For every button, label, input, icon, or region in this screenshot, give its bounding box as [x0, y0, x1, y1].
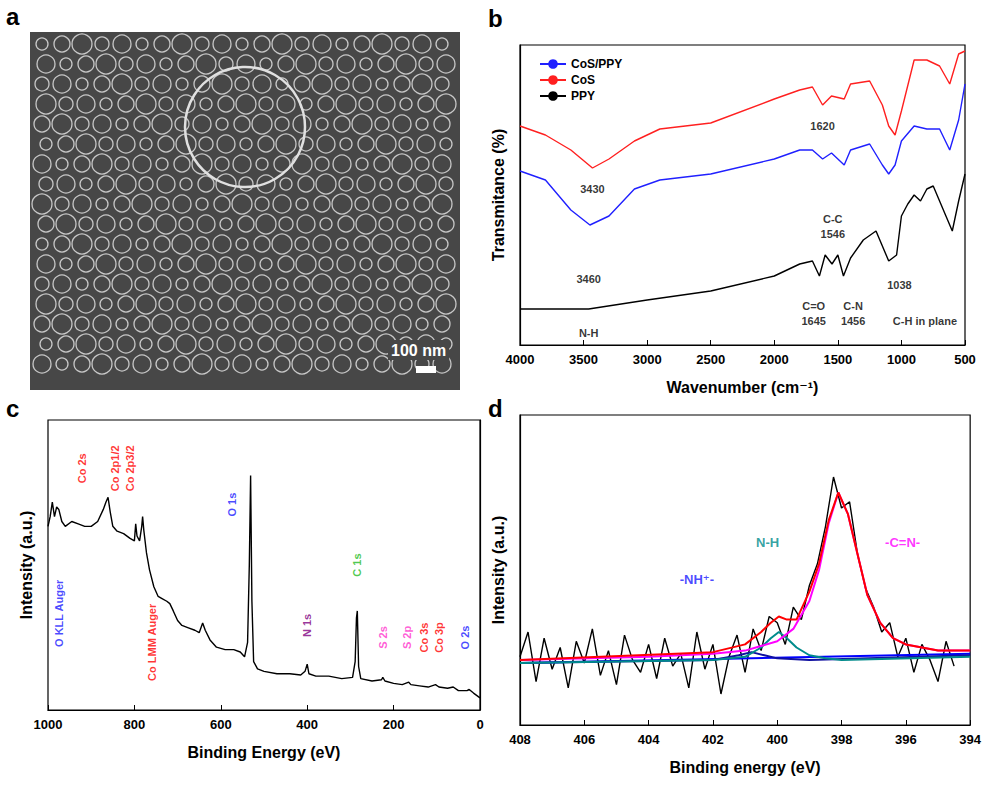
svg-text:500: 500 — [954, 352, 976, 367]
svg-text:N-H: N-H — [579, 327, 599, 339]
svg-text:408: 408 — [509, 732, 531, 747]
svg-text:N-H: N-H — [756, 535, 779, 550]
svg-text:S 2s: S 2s — [377, 626, 389, 649]
svg-text:O 1s: O 1s — [226, 493, 238, 517]
svg-text:-NH⁺-: -NH⁺- — [680, 572, 714, 587]
svg-text:C-C: C-C — [823, 213, 843, 225]
svg-text:1645: 1645 — [801, 315, 825, 327]
svg-text:3500: 3500 — [569, 352, 598, 367]
svg-text:3430: 3430 — [580, 183, 604, 195]
svg-text:404: 404 — [638, 732, 660, 747]
svg-text:396: 396 — [895, 732, 917, 747]
svg-text:Transmitance (%): Transmitance (%) — [490, 129, 507, 261]
svg-text:Co 2p1/2: Co 2p1/2 — [109, 445, 121, 491]
svg-text:Intensity (a.u.): Intensity (a.u.) — [18, 511, 35, 619]
svg-text:C-H in plane: C-H in plane — [893, 315, 957, 327]
svg-text:-C=N-: -C=N- — [885, 535, 920, 550]
svg-text:a: a — [6, 3, 20, 30]
svg-text:Co 2p3/2: Co 2p3/2 — [124, 445, 136, 491]
svg-text:400: 400 — [296, 717, 318, 732]
svg-text:C 1s: C 1s — [351, 553, 363, 576]
svg-text:CoS: CoS — [571, 73, 595, 87]
svg-text:1500: 1500 — [823, 352, 852, 367]
svg-text:1000: 1000 — [887, 352, 916, 367]
svg-text:600: 600 — [210, 717, 232, 732]
svg-text:200: 200 — [383, 717, 405, 732]
svg-text:100 nm: 100 nm — [391, 342, 446, 359]
svg-text:Binding Energy (eV): Binding Energy (eV) — [188, 744, 341, 761]
svg-text:2000: 2000 — [760, 352, 789, 367]
svg-text:O 2s: O 2s — [459, 626, 471, 650]
svg-text:0: 0 — [476, 717, 483, 732]
svg-text:N 1s: N 1s — [301, 614, 313, 637]
svg-text:Co 3s: Co 3s — [418, 623, 430, 653]
svg-text:Binding energy (eV): Binding energy (eV) — [670, 759, 821, 776]
svg-text:PPY: PPY — [571, 89, 595, 103]
svg-text:402: 402 — [702, 732, 724, 747]
svg-text:1456: 1456 — [841, 315, 865, 327]
svg-text:4000: 4000 — [506, 352, 535, 367]
svg-text:O KLL Auger: O KLL Auger — [53, 579, 65, 647]
svg-text:394: 394 — [959, 732, 981, 747]
svg-text:1038: 1038 — [887, 279, 911, 291]
svg-text:c: c — [6, 395, 19, 422]
svg-text:1000: 1000 — [34, 717, 63, 732]
svg-text:1620: 1620 — [810, 120, 834, 132]
svg-text:800: 800 — [124, 717, 146, 732]
svg-text:Intensity (a.u.): Intensity (a.u.) — [490, 516, 507, 624]
svg-text:2500: 2500 — [696, 352, 725, 367]
svg-text:C=O: C=O — [802, 300, 825, 312]
svg-text:Wavenumber (cm⁻¹): Wavenumber (cm⁻¹) — [667, 379, 819, 396]
svg-text:CoS/PPY: CoS/PPY — [571, 57, 622, 71]
svg-text:406: 406 — [573, 732, 595, 747]
svg-text:Co 3p: Co 3p — [433, 622, 445, 653]
svg-text:Co LMM Auger: Co LMM Auger — [146, 603, 158, 681]
svg-text:C-N: C-N — [843, 300, 863, 312]
svg-text:1546: 1546 — [821, 228, 845, 240]
svg-text:S 2p: S 2p — [401, 626, 413, 650]
svg-text:400: 400 — [766, 732, 788, 747]
svg-text:3000: 3000 — [633, 352, 662, 367]
svg-text:d: d — [488, 395, 503, 422]
svg-text:Co 2s: Co 2s — [76, 453, 88, 483]
svg-text:398: 398 — [831, 732, 853, 747]
svg-text:3460: 3460 — [576, 273, 600, 285]
svg-text:b: b — [488, 5, 503, 32]
